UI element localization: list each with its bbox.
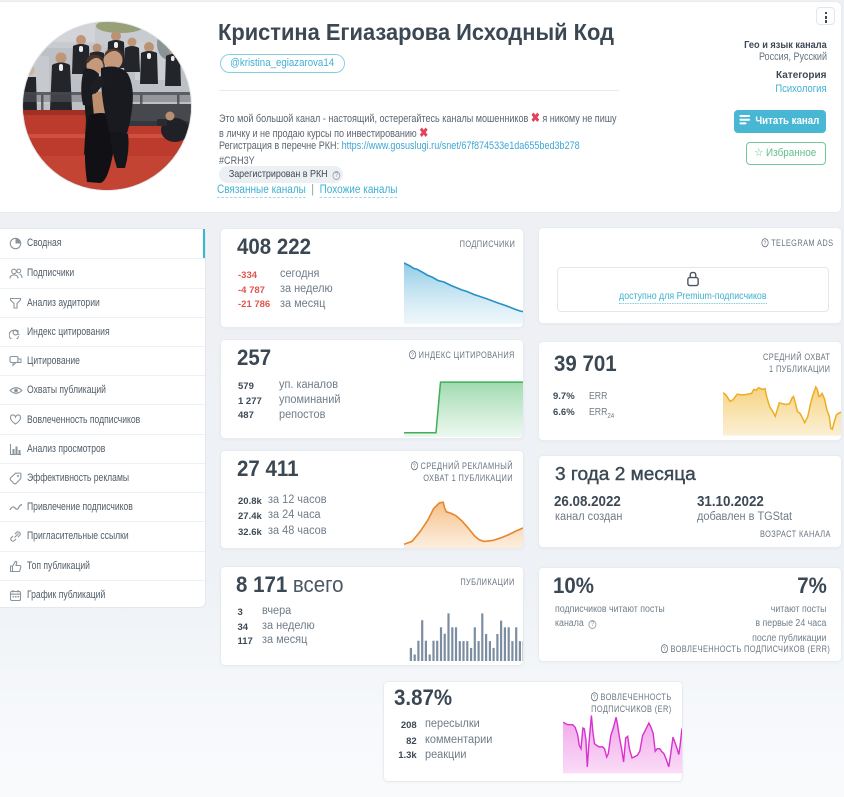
- svg-text:?: ?: [413, 464, 416, 471]
- svg-text:?: ?: [763, 241, 766, 248]
- svg-text:?: ?: [593, 695, 596, 702]
- svg-text:?: ?: [411, 353, 414, 360]
- svg-text:?: ?: [663, 646, 666, 653]
